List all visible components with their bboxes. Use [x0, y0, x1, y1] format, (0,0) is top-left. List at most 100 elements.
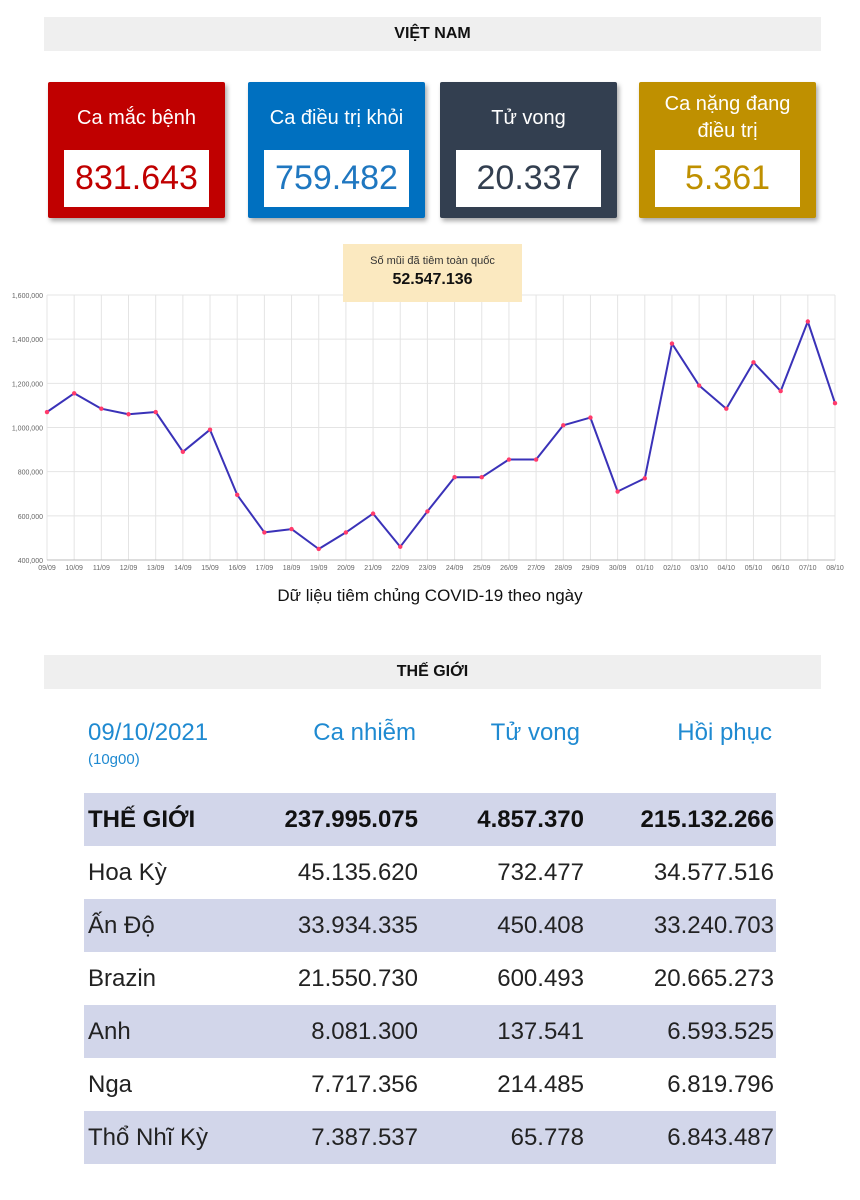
header-cases: Ca nhiễm [313, 719, 416, 746]
x-tick-label: 11/09 [93, 565, 110, 572]
vaccine-total-value: 52.547.136 [392, 271, 473, 288]
card-cases-label: Ca mắc bệnh [77, 106, 196, 129]
country-name: Hoa Kỳ [88, 858, 167, 886]
data-point [235, 492, 240, 498]
table-row: Ấn Độ 33.934.335 450.408 33.240.703 [84, 899, 776, 952]
card-deaths-label: Tử vong [491, 106, 566, 129]
deaths-value: 732.477 [497, 858, 584, 886]
header-deaths: Tử vong [490, 719, 580, 746]
data-point [180, 449, 186, 454]
y-tick-label: 1,400,000 [12, 337, 43, 344]
data-point [561, 423, 566, 428]
data-point [316, 546, 321, 552]
country-name: Ấn Độ [88, 911, 155, 939]
data-point [696, 383, 702, 388]
data-point [398, 544, 403, 549]
card-severe-label: Ca nặng đang điều trị [664, 93, 791, 142]
table-row: Hoa Kỳ 45.135.620 732.477 34.577.516 [84, 846, 776, 899]
y-tick-label: 800,000 [18, 470, 43, 477]
x-tick-label: 20/09 [337, 565, 355, 572]
data-point [452, 474, 457, 480]
card-cases-value: 831.643 [64, 150, 209, 207]
world-section-title: THẾ GIỚI [44, 655, 821, 689]
country-name: Anh [88, 1017, 131, 1045]
recovered-value: 34.577.516 [653, 858, 774, 886]
x-tick-label: 09/09 [38, 565, 56, 572]
x-tick-label: 03/10 [690, 565, 708, 572]
table-row: Anh 8.081.300 137.541 6.593.525 [84, 1005, 776, 1058]
x-tick-label: 12/09 [120, 565, 138, 572]
x-tick-label: 16/09 [228, 565, 246, 572]
deaths-value: 4.857.370 [477, 805, 584, 833]
data-point [370, 511, 376, 516]
x-tick-label: 13/09 [147, 565, 165, 572]
x-tick-label: 19/09 [310, 565, 328, 572]
cases-value: 33.934.335 [297, 911, 418, 939]
cases-value: 7.717.356 [311, 1070, 418, 1098]
vaccination-line-chart: 400,000 600,000 800,000 1,000,000 1,200,000 1… [12, 293, 844, 572]
table-row: THẾ GIỚI 237.995.075 4.857.370 215.132.266 [84, 793, 776, 846]
data-point [44, 409, 50, 415]
data-point [343, 530, 349, 535]
x-tick-label: 30/09 [609, 565, 627, 572]
x-tick-label: 06/10 [772, 565, 790, 572]
data-point [533, 457, 539, 462]
header-recovered: Hồi phục [677, 719, 772, 746]
cases-value: 7.387.537 [311, 1123, 418, 1151]
country-name: Nga [88, 1070, 133, 1098]
vaccine-total-callout: Số mũi đã tiêm toàn quốc 52.547.136 [343, 244, 522, 302]
x-tick-label: 10/09 [65, 565, 83, 572]
update-time: (10g00) [88, 751, 140, 768]
y-tick-label: 1,000,000 [12, 426, 43, 433]
card-recovered-label: Ca điều trị khỏi [269, 106, 404, 129]
y-tick-label: 1,200,000 [12, 381, 43, 388]
data-point [751, 360, 756, 365]
update-date: 09/10/2021 [88, 719, 209, 746]
cases-value: 237.995.075 [284, 805, 418, 833]
x-tick-label: 04/10 [718, 565, 736, 572]
data-point [153, 409, 158, 415]
x-tick-label: 05/10 [745, 565, 763, 572]
series-line [46, 320, 836, 550]
data-point [289, 526, 294, 532]
country-name: Thổ Nhĩ Kỳ [88, 1123, 209, 1151]
card-severe: Ca nặng đang điều trị 5.361 [639, 82, 816, 218]
cases-value: 21.550.730 [297, 964, 418, 992]
data-point [832, 401, 838, 406]
data-point [669, 341, 675, 346]
x-tick-label: 24/09 [446, 565, 464, 572]
data-point [262, 530, 267, 535]
deaths-value: 65.778 [510, 1123, 584, 1151]
deaths-value: 137.541 [497, 1017, 584, 1045]
x-tick-label: 25/09 [473, 565, 491, 572]
cases-value: 45.135.620 [297, 858, 418, 886]
data-point [99, 406, 104, 411]
data-point [615, 489, 620, 494]
world-table: 09/10/2021 (10g00) Ca nhiễm Tử vong Hồi … [84, 713, 776, 1164]
recovered-value: 20.665.273 [653, 964, 774, 992]
recovered-value: 6.843.487 [667, 1123, 774, 1151]
table-row: Brazin 21.550.730 600.493 20.665.273 [84, 952, 776, 1005]
deaths-value: 214.485 [497, 1070, 584, 1098]
data-point [71, 391, 77, 396]
x-tick-label: 14/09 [174, 565, 192, 572]
x-tick-label: 28/09 [555, 565, 573, 572]
x-tick-label: 23/09 [419, 565, 437, 572]
card-deaths-value: 20.337 [456, 150, 601, 207]
data-point [506, 457, 512, 462]
data-point [588, 415, 593, 420]
data-point [778, 388, 783, 394]
table-row: Thổ Nhĩ Kỳ 7.387.537 65.778 6.843.487 [84, 1111, 776, 1164]
data-point [724, 406, 729, 411]
data-point [479, 474, 484, 480]
card-cases: Ca mắc bệnh 831.643 [48, 82, 225, 218]
deaths-value: 600.493 [497, 964, 584, 992]
vietnam-section-title: VIỆT NAM [44, 17, 821, 51]
card-severe-value: 5.361 [655, 150, 800, 207]
x-tick-label: 17/09 [256, 565, 274, 572]
y-tick-label: 1,600,000 [12, 293, 43, 300]
x-tick-label: 26/09 [500, 565, 518, 572]
x-tick-label: 07/10 [799, 565, 817, 572]
x-tick-label: 01/10 [636, 565, 654, 572]
y-tick-label: 400,000 [18, 558, 43, 565]
